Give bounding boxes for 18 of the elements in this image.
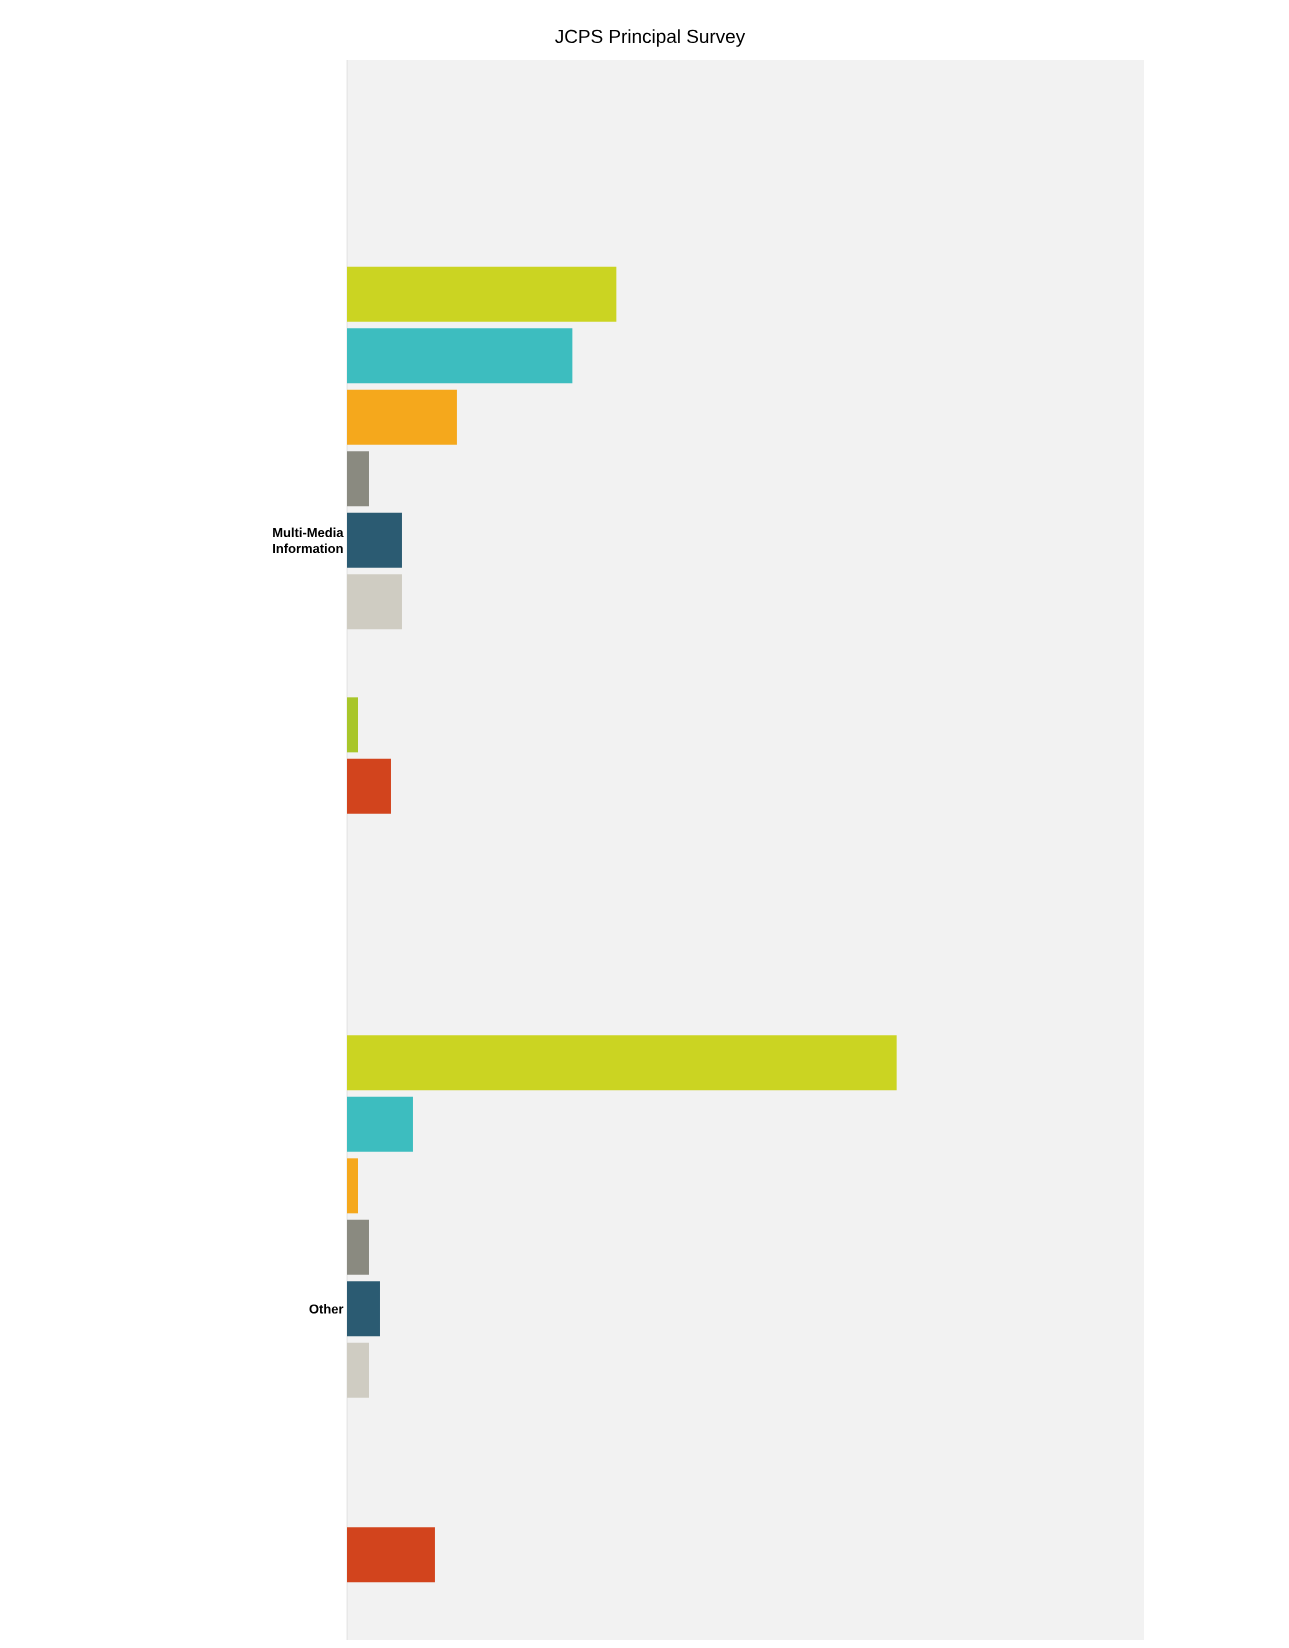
chart-title: JCPS Principal Survey	[555, 29, 746, 47]
bar	[347, 697, 358, 753]
bar	[347, 1096, 413, 1152]
bar	[347, 758, 391, 814]
bar	[347, 1035, 897, 1091]
bar	[347, 1158, 358, 1214]
bar	[347, 266, 617, 322]
bar	[347, 451, 369, 507]
bar	[347, 328, 573, 384]
bar	[347, 389, 457, 445]
y-tick-label: Multi-Media Information	[273, 527, 344, 554]
bar	[347, 1342, 369, 1398]
bar	[347, 1281, 380, 1337]
bar	[347, 512, 402, 568]
bar	[347, 574, 402, 630]
bar	[347, 1527, 435, 1583]
bar	[347, 1219, 369, 1275]
y-tick-label: Other	[309, 1304, 344, 1314]
